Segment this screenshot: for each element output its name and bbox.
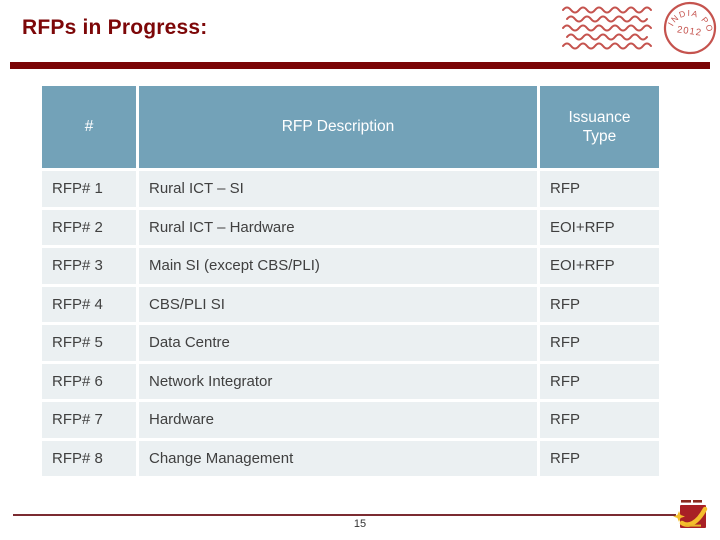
cell-rfp-description: Hardware: [139, 402, 537, 438]
rfp-table: # RFP Description Issuance Type RFP# 1 R…: [39, 83, 662, 479]
india-post-logo-wordmark: [685, 524, 701, 527]
india-post-logo-script-text: [681, 500, 702, 503]
table-row: RFP# 8 Change Management RFP: [42, 440, 659, 476]
cell-issuance-type: RFP: [540, 171, 659, 207]
cell-rfp-description: Data Centre: [139, 325, 537, 361]
col-header-description: RFP Description: [139, 86, 537, 168]
cell-issuance-type: RFP: [540, 363, 659, 399]
cell-rfp-number: RFP# 8: [42, 440, 136, 476]
cell-rfp-description: Change Management: [139, 440, 537, 476]
col-header-number: #: [42, 86, 136, 168]
postmark-wavy-lines: [562, 6, 652, 50]
india-post-logo-red-box: [680, 505, 706, 528]
cell-issuance-type: RFP: [540, 325, 659, 361]
footer-divider-line: [13, 514, 676, 516]
india-post-logo: [673, 500, 708, 528]
cell-issuance-type: EOI+RFP: [540, 248, 659, 284]
page-number: 15: [353, 518, 367, 530]
table-row: RFP# 1 Rural ICT – SI RFP: [42, 171, 659, 207]
table-row: RFP# 4 CBS/PLI SI RFP: [42, 286, 659, 322]
cell-rfp-description: Rural ICT – Hardware: [139, 209, 537, 245]
india-post-logo-star: [673, 511, 685, 522]
cell-rfp-number: RFP# 4: [42, 286, 136, 322]
cell-rfp-number: RFP# 5: [42, 325, 136, 361]
table-row: RFP# 3 Main SI (except CBS/PLI) EOI+RFP: [42, 248, 659, 284]
cell-rfp-description: CBS/PLI SI: [139, 286, 537, 322]
cell-issuance-type: RFP: [540, 402, 659, 438]
cell-rfp-description: Rural ICT – SI: [139, 171, 537, 207]
col-header-issuance-type: Issuance Type: [540, 86, 659, 168]
cell-issuance-type: EOI+RFP: [540, 209, 659, 245]
cell-issuance-type: RFP: [540, 286, 659, 322]
cell-rfp-description: Network Integrator: [139, 363, 537, 399]
title-divider-bar: [10, 62, 710, 69]
cell-rfp-number: RFP# 7: [42, 402, 136, 438]
table-row: RFP# 2 Rural ICT – Hardware EOI+RFP: [42, 209, 659, 245]
cell-rfp-number: RFP# 2: [42, 209, 136, 245]
cell-rfp-description: Main SI (except CBS/PLI): [139, 248, 537, 284]
table-row: RFP# 5 Data Centre RFP: [42, 325, 659, 361]
cell-rfp-number: RFP# 1: [42, 171, 136, 207]
cell-rfp-number: RFP# 3: [42, 248, 136, 284]
postmark-circle: [663, 1, 717, 55]
india-post-logo-swoosh: [679, 506, 708, 527]
table-row: RFP# 6 Network Integrator RFP: [42, 363, 659, 399]
cell-rfp-number: RFP# 6: [42, 363, 136, 399]
india-post-postmark-logo: INDIA POST 2012: [558, 0, 720, 55]
table-row: RFP# 7 Hardware RFP: [42, 402, 659, 438]
page-title: RFPs in Progress:: [22, 16, 208, 39]
cell-issuance-type: RFP: [540, 440, 659, 476]
table-header-row: # RFP Description Issuance Type: [42, 86, 659, 168]
postmark-year: 2012: [676, 24, 702, 38]
col-header-issuance-type-label: Issuance Type: [568, 108, 631, 145]
